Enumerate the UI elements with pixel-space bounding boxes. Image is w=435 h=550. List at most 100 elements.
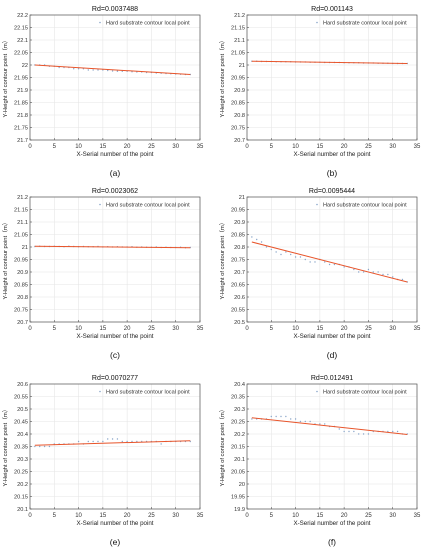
legend-marker [316, 21, 318, 24]
y-tick-label: 20.7 [17, 320, 28, 326]
y-tick-label: 21 [22, 245, 28, 251]
x-tick-label: 15 [317, 144, 324, 150]
data-point [353, 268, 355, 271]
y-tick-label: 21.1 [17, 220, 28, 226]
chart-title: Rd=0.001143 [311, 6, 353, 13]
x-tick-label: 35 [197, 513, 204, 519]
data-point [77, 68, 80, 70]
y-tick-label: 20.8 [234, 113, 245, 119]
y-tick-label: 20.8 [234, 245, 245, 251]
data-point [131, 440, 133, 443]
x-tick-label: 0 [245, 144, 249, 150]
y-tick-label: 20.9 [234, 88, 245, 94]
x-tick-label: 0 [245, 326, 249, 332]
x-tick-label: 20 [124, 326, 131, 332]
data-point [309, 261, 311, 263]
y-tick-label: 20.85 [14, 283, 28, 289]
y-tick-label: 20.85 [231, 101, 245, 107]
x-tick-label: 30 [389, 513, 396, 519]
x-tick-label: 5 [53, 326, 57, 332]
x-tick-label: 20 [341, 513, 348, 519]
x-tick-label: 30 [172, 326, 179, 332]
x-tick-label: 20 [124, 513, 131, 519]
y-tick-label: 20.35 [14, 445, 28, 451]
data-point [260, 241, 263, 243]
data-point [160, 443, 162, 445]
y-tick-label: 20.45 [14, 420, 28, 426]
data-point [256, 238, 258, 241]
chart-panel-d: 0 5 10 15 20 25 30 35 20.5 20.55 20.6 20.65 20.7 20.7… [219, 188, 421, 360]
y-tick-label: 21.95 [14, 76, 28, 82]
y-tick-label: 20.75 [231, 258, 245, 264]
x-tick-label: 30 [389, 326, 396, 332]
data-point [280, 415, 282, 418]
data-point [396, 430, 399, 433]
x-tick-label: 10 [292, 513, 299, 519]
y-axis-label: Y-Height of contour point（m） [219, 219, 226, 299]
y-tick-label: 20.85 [231, 233, 245, 239]
x-tick-label: 35 [414, 513, 421, 519]
data-point [107, 69, 109, 72]
data-point [328, 263, 331, 266]
data-point [401, 278, 404, 281]
data-point [362, 271, 365, 273]
x-axis-label: X-Serial number of the point [293, 151, 370, 158]
data-point [367, 433, 370, 435]
y-tick-label: 21.15 [231, 26, 245, 32]
y-tick-label: 21.85 [14, 101, 28, 107]
panel-caption: (d) [327, 350, 338, 360]
legend-label: Hard substrate contour local point [323, 21, 407, 27]
x-tick-label: 30 [172, 513, 179, 519]
data-point [299, 420, 302, 423]
x-tick-label: 0 [28, 513, 32, 519]
y-tick-label: 21.75 [14, 126, 28, 132]
x-tick-label: 10 [75, 144, 82, 150]
y-tick-label: 20.7 [234, 138, 245, 144]
legend-label: Hard substrate contour local point [106, 390, 190, 396]
x-tick-label: 5 [53, 144, 57, 150]
y-tick-label: 21.7 [17, 138, 28, 144]
y-tick-label: 21.9 [17, 88, 28, 94]
data-point [314, 261, 316, 263]
x-axis-label: X-Serial number of the point [76, 333, 153, 340]
data-point [251, 418, 253, 420]
data-point [285, 415, 287, 418]
data-point [39, 445, 41, 448]
panel-caption: (b) [327, 168, 338, 178]
y-tick-label: 20.9 [17, 270, 28, 276]
data-point [87, 69, 89, 71]
x-tick-label: 0 [28, 326, 32, 332]
fit-line [34, 64, 191, 75]
x-tick-label: 0 [245, 513, 249, 519]
y-tick-label: 21.05 [231, 51, 245, 57]
y-tick-label: 21.2 [17, 195, 28, 201]
y-tick-label: 20.65 [231, 283, 245, 289]
data-point [290, 253, 292, 256]
data-point [92, 69, 94, 71]
y-tick-label: 19.9 [234, 507, 245, 513]
fit-line [34, 440, 191, 446]
y-tick-label: 20.7 [234, 270, 245, 276]
data-point [290, 418, 292, 420]
y-tick-label: 21 [239, 63, 245, 69]
y-tick-label: 21.15 [14, 208, 28, 214]
x-tick-label: 25 [148, 326, 155, 332]
y-tick-label: 20.35 [231, 395, 245, 401]
y-tick-label: 20.3 [17, 457, 28, 463]
data-point [275, 415, 277, 418]
x-tick-label: 25 [365, 326, 372, 332]
x-tick-label: 30 [172, 144, 179, 150]
data-point [87, 440, 89, 443]
y-tick-label: 20.4 [17, 432, 28, 438]
x-axis-label: X-Serial number of the point [76, 151, 153, 158]
data-point [362, 433, 365, 435]
data-point [275, 251, 277, 253]
x-tick-label: 25 [365, 513, 372, 519]
x-tick-label: 30 [389, 144, 396, 150]
y-axis-label: Y-Height of contour point（m） [2, 219, 9, 299]
data-point [121, 70, 123, 72]
x-tick-label: 25 [365, 144, 372, 150]
y-tick-label: 20.95 [14, 258, 28, 264]
y-tick-label: 20.3 [234, 407, 245, 413]
chart-title: Rd=0.0095444 [309, 188, 355, 195]
